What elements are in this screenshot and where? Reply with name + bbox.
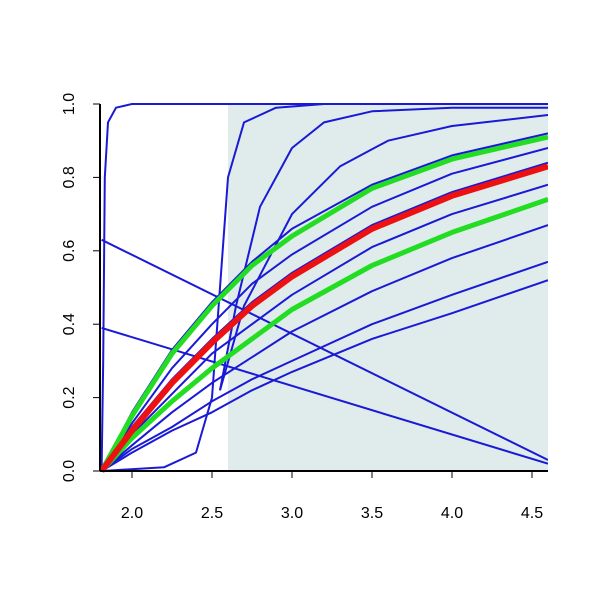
x-tick-label: 3.0 <box>281 505 303 522</box>
curve <box>100 197 548 473</box>
curve <box>101 103 548 472</box>
curve <box>101 260 548 472</box>
curve <box>100 163 548 473</box>
curve <box>100 183 548 472</box>
curve <box>100 224 548 472</box>
y-tick-label: 0.8 <box>61 166 78 188</box>
y-tick-label: 0.6 <box>61 240 78 262</box>
curve <box>219 106 548 391</box>
x-tick-label: 4.0 <box>441 505 463 522</box>
curve <box>219 114 548 391</box>
curve <box>100 134 548 473</box>
x-tick-label: 3.5 <box>361 505 383 522</box>
curve <box>101 238 548 461</box>
curve <box>100 147 548 472</box>
y-tick-label: 1.0 <box>61 93 78 115</box>
curve <box>101 279 548 472</box>
curve <box>100 103 548 472</box>
x-tick-label: 2.0 <box>121 505 143 522</box>
y-tick-label: 0.4 <box>61 313 78 335</box>
y-tick-label: 0.0 <box>61 460 78 482</box>
x-tick-label: 4.5 <box>521 505 543 522</box>
x-tick-label: 2.5 <box>201 505 223 522</box>
y-tick-label: 0.2 <box>61 386 78 408</box>
